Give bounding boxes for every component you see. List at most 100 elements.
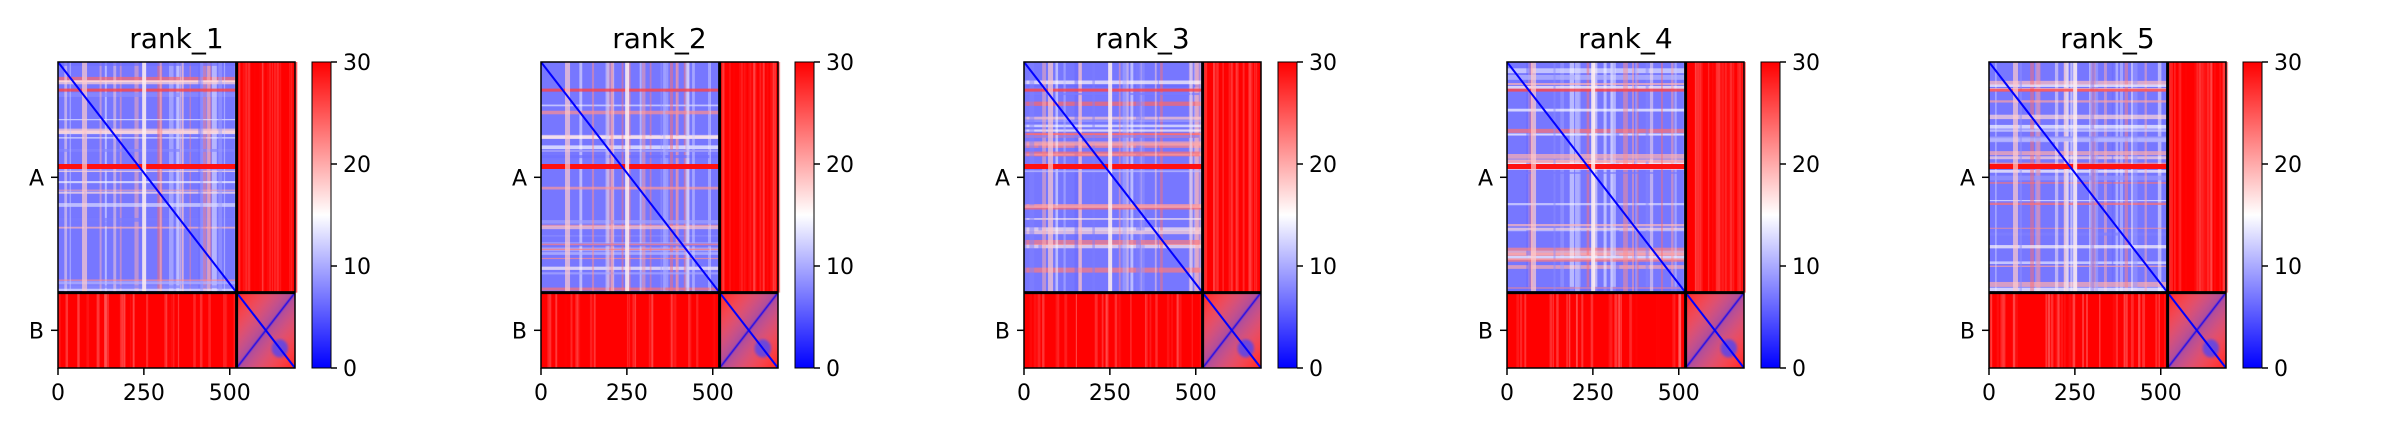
chain-a-col-band [1118, 62, 1121, 293]
chain-a-row-band [1989, 156, 2168, 160]
inter-chain-streak [1568, 292, 1571, 368]
y-tick-label: A [29, 166, 44, 191]
inter-chain-streak [1552, 292, 1554, 368]
chain-a-col-band [660, 62, 662, 293]
panel-title: rank_3 [1095, 22, 1189, 55]
inter-chain-streak [2201, 62, 2204, 293]
colorbar-tick-label: 20 [343, 153, 371, 178]
chain-a-row-band [58, 76, 237, 82]
x-tick-label: 0 [1500, 381, 1514, 406]
inter-chain-streak [279, 62, 282, 293]
inter-chain-streak [2064, 292, 2066, 368]
inter-chain-streak [1656, 292, 1658, 368]
chain-a-col-band [223, 62, 226, 293]
inter-chain-streak [259, 62, 262, 293]
inter-chain-streak [2055, 292, 2059, 368]
colorbar [1760, 61, 1781, 369]
y-tick-label: A [512, 166, 527, 191]
inter-chain-streak [1715, 62, 1718, 293]
chain-a-col-band [1122, 62, 1127, 293]
panel-title: rank_4 [1578, 22, 1672, 55]
inter-chain-streak [58, 292, 61, 368]
inter-chain-streak [2050, 292, 2054, 368]
inter-chain-streak [2196, 62, 2199, 293]
inter-chain-streak [224, 292, 226, 368]
inter-chain-streak [1617, 292, 1620, 368]
inter-chain-streak [1576, 292, 1578, 368]
inter-chain-streak [2123, 292, 2126, 368]
chain-a-row-band [1989, 232, 2168, 236]
inter-chain-streak [1179, 292, 1182, 368]
chain-a-high-error-band [1024, 164, 1203, 169]
chain-a-col-band [1674, 62, 1677, 293]
inter-chain-streak [578, 292, 581, 368]
inter-chain-streak [65, 292, 69, 368]
colorbar-tick-label: 20 [2274, 153, 2302, 178]
inter-chain-streak [2220, 62, 2222, 293]
diagonal-line [1988, 61, 2227, 369]
chain-a-row-band [1507, 128, 1686, 133]
chain-a-col-band [1645, 62, 1649, 293]
chain-a-light-column [1531, 62, 1537, 293]
chain-a-col-band [692, 62, 695, 293]
chain-a-col-band [1055, 62, 1059, 293]
chain-a-row-band [58, 119, 237, 121]
y-tick-label: A [995, 166, 1010, 191]
chain-a-col-band [2131, 62, 2133, 293]
chain-a-row-band [58, 288, 237, 291]
inter-chain-streak [1549, 292, 1553, 368]
chain-a-row-band [1507, 223, 1686, 227]
chain-a-col-band [218, 62, 223, 293]
axes-frame [540, 61, 779, 369]
colorbar-tick-label: 0 [1792, 357, 1806, 382]
inter-chain-streak [2185, 62, 2187, 293]
chain-a-row-band [1507, 255, 1686, 260]
inter-chain-streak [547, 292, 550, 368]
chain-a-row-band [58, 170, 237, 173]
chain-a-row-band [58, 181, 237, 184]
inter-chain-streak [753, 62, 757, 293]
inter-chain-streak [1607, 292, 1611, 368]
inter-chain-streak [1679, 292, 1682, 368]
chain-a-row-band [1024, 120, 1203, 122]
inter-chain-streak [772, 62, 775, 293]
inter-chain-streak [712, 292, 715, 368]
chain-a-row-band [1024, 244, 1203, 249]
chain-a-light-column [625, 62, 630, 293]
inter-chain-streak [242, 62, 246, 293]
chain-a-row-band [58, 80, 237, 85]
x-tick-label: 0 [534, 381, 548, 406]
inter-chain-streak [1130, 292, 1132, 368]
chain-a-row-band [58, 191, 237, 194]
y-tick-label: B [29, 319, 44, 344]
inter-chain-streak [1581, 292, 1584, 368]
inter-chain-streak [168, 292, 171, 368]
chain-a-row-band [58, 62, 237, 66]
inter-chain-streak [748, 62, 751, 293]
inter-chain-streak [193, 292, 196, 368]
y-tick-label: A [1478, 166, 1493, 191]
chain-a-col-band [1042, 62, 1046, 293]
inter-chain-streak [2207, 62, 2209, 293]
chain-a-col-band [104, 62, 107, 293]
chain-a-row-band [1989, 261, 2168, 265]
axes-frame [1506, 61, 1745, 369]
chain-a-row-band [1507, 287, 1686, 289]
chain-a-high-error-band [1507, 88, 1686, 92]
colorbar-tick-label: 0 [343, 357, 357, 382]
inter-chain-streak [1631, 292, 1634, 368]
inter-chain-streak [2099, 292, 2101, 368]
colorbar-tick-label: 10 [1792, 255, 1820, 280]
pae-panel: rank_4 0 250 500 A B 0 10 20 30 [1478, 22, 1820, 406]
inter-chain-streak [1635, 292, 1638, 368]
chain-a-col-band [134, 62, 139, 293]
inter-chain-streak [2072, 292, 2076, 368]
y-tick-label: A [1960, 166, 1975, 191]
inter-chain-streak [555, 292, 558, 368]
chain-a-row-band [58, 128, 237, 134]
inter-chain-streak [1516, 292, 1520, 368]
chain-a-row-band [1507, 203, 1686, 206]
chain-a-col-band [1130, 62, 1134, 293]
inter-chain-streak [1714, 62, 1717, 293]
chain-a-col-band [2054, 62, 2059, 293]
